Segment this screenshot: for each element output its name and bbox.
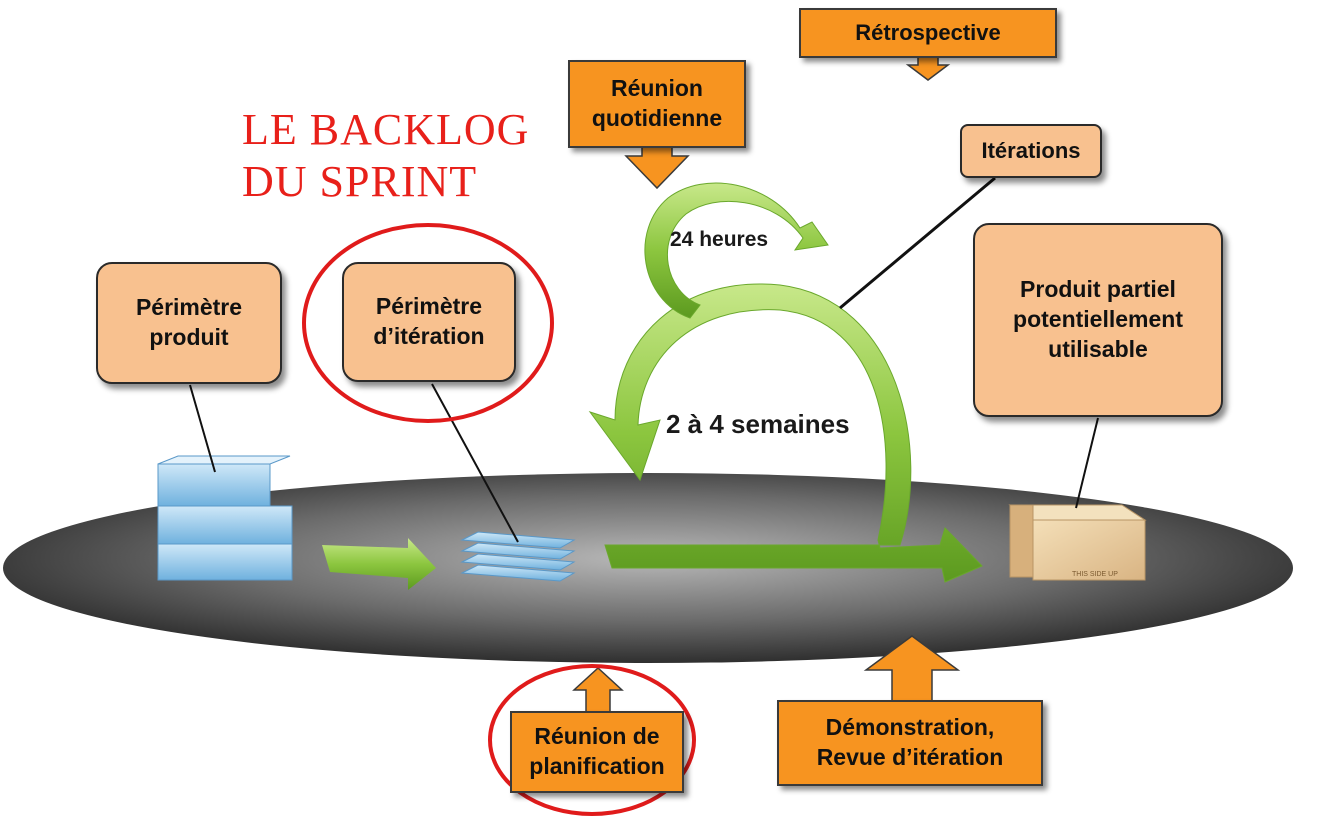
produit-partiel-label: Produit partiel potentiellement utilisab… [1013, 276, 1183, 362]
daily-cycle-label: 24 heures [670, 228, 769, 251]
svg-text:THIS SIDE UP: THIS SIDE UP [1072, 571, 1118, 578]
highlight-circle-planification [488, 664, 696, 816]
iteration-loop-arrow-icon [588, 283, 983, 583]
title-line-2: DU SPRINT [242, 157, 478, 206]
connector-perimetre-iteration [431, 383, 519, 543]
reunion-quotidienne-label: Réunion quotidienne [591, 75, 723, 131]
reunion-planification-box: Réunion de planification [510, 711, 684, 793]
perimetre-produit-label: Périmètre produit [135, 294, 243, 350]
iterations-box: Itérations [960, 124, 1102, 178]
sprint-backlog-stack-icon [460, 531, 576, 582]
title-line-1: LE BACKLOG [242, 105, 530, 154]
perimetre-iteration-label: Périmètre d’itération [373, 293, 485, 349]
reunion-quotidienne-box: Réunion quotidienne [568, 60, 746, 148]
diagram-title: LE BACKLOG DU SPRINT [242, 104, 529, 208]
perimetre-produit-box: Périmètre produit [96, 262, 282, 384]
reunion-planification-label: Réunion de planification [529, 723, 665, 779]
planification-up-arrow-icon [572, 666, 624, 713]
flow-arrow-1-icon [322, 538, 436, 590]
produit-partiel-box: Produit partiel potentiellement utilisab… [973, 223, 1223, 417]
retrospective-box: Rétrospective [799, 8, 1057, 58]
retrospective-label: Rétrospective [855, 19, 1001, 45]
retrospective-down-arrow-icon [905, 54, 951, 81]
highlight-circle-perimetre-iteration [302, 223, 554, 423]
connector-iterations [839, 176, 996, 310]
demonstration-label: Démonstration, Revue d’itération [816, 714, 1004, 770]
connector-produit-partiel [1075, 417, 1099, 509]
sprint-cycle-label: 2 à 4 semaines [666, 409, 850, 439]
daily-loop-arrow-icon [644, 182, 829, 319]
perimetre-iteration-box: Périmètre d’itération [342, 262, 516, 382]
connector-perimetre-produit [189, 384, 216, 473]
demonstration-box: Démonstration, Revue d’itération [777, 700, 1043, 786]
product-backlog-stack-icon [157, 455, 293, 581]
product-box-icon: THIS SIDE UP [1008, 504, 1147, 581]
reunion-quotidienne-down-arrow-icon [624, 145, 690, 190]
iterations-label: Itérations [981, 137, 1081, 163]
